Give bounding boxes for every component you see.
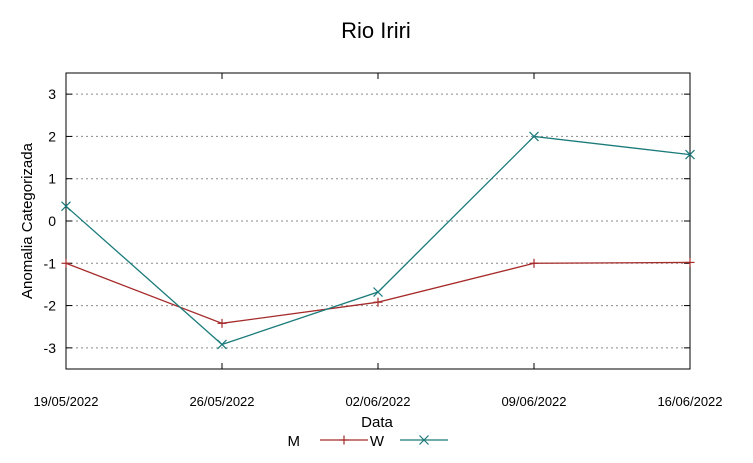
chart-title: Rio Iriri (341, 18, 411, 43)
x-tick-label: 16/06/2022 (657, 394, 722, 409)
series-line-w (65, 135, 691, 346)
x-axis-label: Data (361, 414, 393, 431)
x-tick-label: 02/06/2022 (345, 394, 410, 409)
legend-marker-w (419, 435, 429, 445)
x-tick-label: 09/06/2022 (501, 394, 566, 409)
y-tick-label: 1 (48, 171, 56, 187)
y-tick-label: -2 (44, 298, 57, 314)
x-tick-label: 19/05/2022 (33, 394, 98, 409)
y-axis-label: Anomalia Categorizada (19, 142, 36, 299)
y-tick-label: -1 (44, 255, 57, 271)
plot-area: -3 -2 -1 0 1 2 3 19/05/2022 26/05/2022 02/06/2022… (33, 72, 723, 409)
data-point-w (685, 149, 695, 160)
data-point-w (217, 339, 227, 350)
y-tick-label: -3 (44, 340, 57, 356)
data-point-w (373, 287, 383, 297)
legend-label-m: M (288, 433, 301, 450)
plot-border (65, 72, 691, 370)
legend-label-w: W (370, 433, 385, 450)
y-tick-label: 3 (48, 86, 56, 102)
x-tick-label: 26/05/2022 (189, 394, 254, 409)
y-tick-label: 0 (48, 213, 56, 229)
data-point-w (529, 131, 539, 142)
data-point-w (61, 201, 71, 212)
y-tick-label: 2 (48, 128, 56, 144)
